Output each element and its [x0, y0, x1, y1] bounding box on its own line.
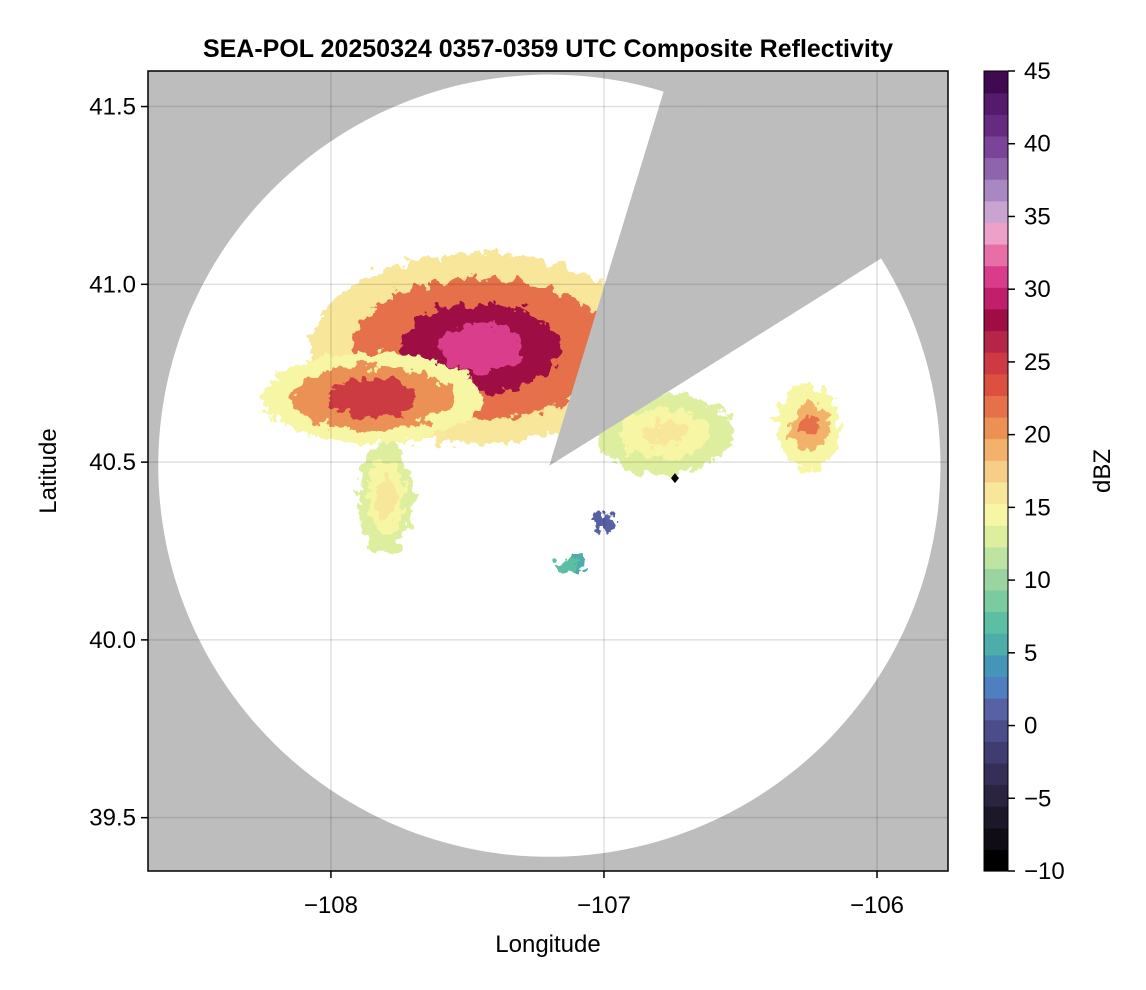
colorbar-swatch: [984, 330, 1008, 353]
colorbar-swatch: [984, 395, 1008, 418]
colorbar-swatch: [984, 481, 1008, 505]
colorbar-swatch: [984, 611, 1008, 634]
echo-cell: [642, 421, 687, 446]
colorbar-swatch: [984, 849, 1008, 872]
echo-cell: [594, 509, 613, 536]
y-tick-label: 41.0: [89, 271, 136, 298]
echo-layer: [261, 253, 841, 572]
colorbar-swatch: [984, 179, 1008, 202]
colorbar-swatch: [984, 352, 1008, 375]
colorbar-tick-label: 25: [1024, 349, 1051, 376]
echo-southwest-band: [357, 442, 414, 553]
blocked-sector: [549, 91, 882, 466]
chart-title: SEA-POL 20250324 0357-0359 UTC Composite…: [203, 35, 893, 63]
plot-frame: [147, 70, 949, 872]
colorbar-swatch: [984, 438, 1008, 461]
colorbar-swatch: [984, 157, 1008, 180]
colorbar-swatch: [984, 200, 1008, 223]
colorbar-swatch: [984, 546, 1008, 569]
colorbar-tick-label: 45: [1024, 58, 1051, 85]
site-marker: [670, 473, 679, 484]
y-tick-label: 39.5: [89, 805, 136, 832]
colorbar: −10 −5 0 5 10 15 20 25 30 35 40 45: [983, 58, 1065, 885]
colorbar-swatch: [984, 806, 1008, 829]
grid: [148, 71, 948, 871]
colorbar-swatch: [984, 114, 1008, 137]
echo-south-weak-3: [554, 559, 577, 572]
colorbar-swatch: [984, 287, 1008, 310]
colorbar-swatch: [984, 827, 1008, 850]
x-axis-label: Longitude: [495, 931, 600, 958]
y-tick-label: 41.5: [89, 94, 136, 121]
colorbar-swatch: [984, 243, 1008, 267]
colorbar-tick-label: 5: [1024, 640, 1037, 667]
echo-south-weak-1: [594, 509, 613, 536]
colorbar-swatch: [984, 698, 1008, 721]
colorbar-swatch: [984, 71, 1008, 94]
colorbar-swatch: [984, 525, 1008, 548]
colorbar-swatch: [984, 784, 1008, 807]
y-tick-label: 40.0: [89, 627, 136, 654]
colorbar-tick-label: 15: [1024, 494, 1051, 521]
colorbar-swatch: [984, 762, 1008, 786]
echo-west-arm: [261, 353, 482, 444]
colorbar-tick-label: 35: [1024, 203, 1051, 230]
colorbar-swatch: [984, 460, 1008, 483]
colorbar-frame: [983, 70, 1009, 872]
colorbar-tick-label: 0: [1024, 713, 1037, 740]
colorbar-swatch: [984, 135, 1008, 159]
colorbar-tick-label: 10: [1024, 567, 1051, 594]
colorbar-tick-label: −10: [1024, 858, 1065, 885]
colorbar-swatch: [984, 265, 1008, 288]
y-axis-label: Latitude: [35, 428, 62, 513]
colorbar-swatch: [984, 676, 1008, 699]
echo-cell: [441, 323, 522, 374]
colorbar-tick-label: 20: [1024, 422, 1051, 449]
colorbar-swatch: [984, 416, 1008, 440]
echo-cell: [554, 559, 577, 572]
colorbar-swatch: [984, 633, 1008, 656]
radar-coverage: [158, 74, 941, 857]
colorbar-swatch: [984, 719, 1008, 742]
echo-east-isolated: [776, 384, 841, 469]
colorbar-swatch: [984, 92, 1008, 115]
x-tick-label: −106: [850, 892, 904, 919]
colorbar-swatch: [984, 568, 1008, 591]
echo-cell: [799, 416, 818, 437]
colorbar-tick-label: −5: [1024, 785, 1051, 812]
colorbar-swatch: [984, 589, 1008, 613]
colorbar-label: dBZ: [1089, 449, 1116, 493]
echo-cell: [375, 475, 396, 520]
y-tick-label: 40.5: [89, 449, 136, 476]
colorbar-swatch: [984, 373, 1008, 396]
axes: −108 −107 −106 39.5 40.0 40.5 41.0 41.5: [89, 70, 949, 919]
colorbar-tick-label: 30: [1024, 276, 1051, 303]
plot-area: [148, 71, 948, 871]
colorbar-swatch: [984, 654, 1008, 678]
colorbar-swatch: [984, 741, 1008, 764]
x-tick-label: −107: [577, 892, 631, 919]
colorbar-swatch: [984, 308, 1008, 332]
x-tick-label: −108: [304, 892, 358, 919]
colorbar-swatch: [984, 222, 1008, 245]
echo-cell: [326, 378, 417, 419]
colorbar-tick-label: 40: [1024, 131, 1051, 158]
colorbar-swatch: [984, 503, 1008, 526]
